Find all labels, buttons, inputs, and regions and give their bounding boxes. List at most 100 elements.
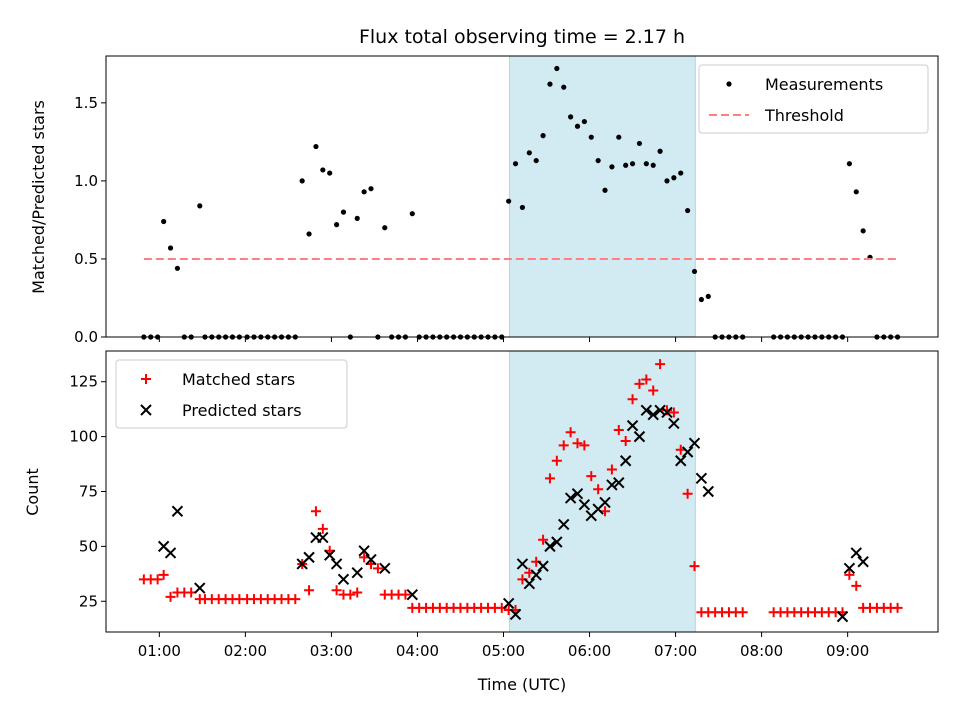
measurement-point	[705, 293, 711, 300]
legend-label: Predicted stars	[182, 401, 302, 420]
predicted-star-point	[358, 545, 370, 557]
predicted-star-point	[578, 498, 591, 511]
measurement-point	[602, 187, 608, 193]
matched-star-point	[345, 589, 356, 600]
measurement-point	[333, 222, 340, 228]
predicted-star-point	[606, 479, 618, 491]
legend-marker-dot	[726, 81, 732, 87]
matched-star-point	[682, 488, 693, 499]
measurement-point	[340, 209, 347, 215]
predicted-star-point	[850, 547, 862, 559]
measurement-point	[568, 114, 574, 120]
measurement-point	[643, 161, 649, 167]
plot-layer: 0.0 0.5 1.0 1.5 Measurements Threshold 25 50 75 1…	[69, 55, 939, 660]
predicted-star-point	[647, 408, 659, 421]
matched-star-point	[586, 471, 597, 482]
predicted-star-point	[613, 477, 625, 489]
legend-marker-x	[140, 404, 152, 416]
measurement-point	[313, 143, 319, 150]
measurement-point	[623, 162, 629, 168]
measurement-point	[327, 170, 333, 176]
measurement-point	[561, 84, 567, 90]
y-tick-label: 125	[69, 373, 98, 391]
measurement-point	[382, 225, 388, 231]
predicted-star-point	[688, 437, 701, 449]
x-axis-label: Time (UTC)	[477, 675, 566, 694]
x-tick-label: 06:00	[568, 642, 611, 660]
measurement-point	[361, 189, 367, 195]
matched-star-point	[641, 374, 652, 385]
predicted-star-point	[502, 597, 515, 610]
predicted-star-point	[558, 518, 570, 531]
measurement-point	[320, 167, 326, 173]
y-tick-label: 0.5	[74, 250, 98, 268]
measurement-point	[519, 204, 526, 211]
observing-span	[509, 350, 696, 633]
measurement-point	[595, 157, 601, 164]
matched-star-point	[851, 580, 862, 591]
predicted-star-point	[640, 404, 653, 416]
predicted-star-point	[661, 406, 673, 419]
top-y-axis-label: Matched/Predicted stars	[29, 100, 48, 294]
x-tick-label: 08:00	[740, 642, 783, 660]
x-tick-label: 05:00	[482, 642, 525, 660]
matched-star-point	[304, 585, 315, 596]
measurement-point	[581, 118, 587, 125]
matched-star-point	[737, 607, 748, 618]
measurement-point	[691, 268, 698, 275]
predicted-star-point	[836, 610, 849, 623]
matched-star-point	[290, 594, 301, 605]
panel-counts: 25 50 75 100 125 01:00 02:00 03:00 04:00 05:00 06:…	[69, 350, 939, 660]
predicted-star-point	[843, 562, 856, 575]
predicted-star-point	[633, 430, 646, 443]
matched-star-point	[551, 455, 562, 466]
measurement-point	[526, 150, 532, 156]
predicted-star-point	[668, 417, 680, 430]
predicted-star-point	[530, 569, 542, 581]
matched-star-point	[593, 484, 604, 495]
y-tick-label: 100	[69, 428, 98, 446]
measurement-point	[354, 215, 360, 221]
matched-star-point	[579, 440, 590, 451]
y-tick-label: 75	[79, 483, 98, 501]
matched-star-point	[152, 574, 163, 585]
predicted-star-point	[164, 547, 177, 559]
measurement-point	[853, 189, 859, 195]
predicted-star-point	[599, 496, 611, 509]
matched-star-point	[317, 523, 328, 534]
predicted-star-point	[337, 573, 350, 586]
y-tick-label: 50	[79, 537, 98, 555]
predicted-star-point	[365, 553, 377, 566]
predicted-star-point	[317, 531, 329, 544]
legend-box	[698, 64, 929, 134]
measurement-point	[609, 164, 615, 170]
measurement-point	[368, 186, 374, 192]
measurement-point	[506, 198, 512, 204]
matched-star-point	[558, 440, 569, 451]
axes-frame	[105, 55, 939, 338]
matched-star-point	[372, 563, 383, 574]
predicted-star-point	[571, 487, 584, 500]
predicted-star-point	[626, 419, 639, 432]
matched-star-point	[648, 385, 659, 396]
matched-star-point	[400, 589, 411, 600]
predicted-star-point	[323, 549, 336, 561]
matched-star-point	[158, 569, 169, 580]
y-tick-label: 0.0	[74, 328, 98, 346]
measurement-point	[512, 161, 519, 167]
matched-star-point	[689, 561, 700, 572]
matched-star-point	[634, 378, 645, 389]
measurement-point	[167, 245, 174, 251]
matched-star-point	[606, 464, 617, 475]
measurement-point	[685, 207, 691, 214]
predicted-star-point	[330, 558, 343, 570]
legend-box	[115, 359, 348, 429]
predicted-star-point	[509, 608, 522, 621]
measurement-point	[846, 161, 852, 167]
y-tick-label: 1.0	[74, 172, 98, 190]
predicted-star-point	[516, 558, 529, 570]
measurement-point	[678, 170, 684, 176]
predicted-star-point	[619, 455, 632, 467]
matched-star-point	[544, 473, 555, 484]
